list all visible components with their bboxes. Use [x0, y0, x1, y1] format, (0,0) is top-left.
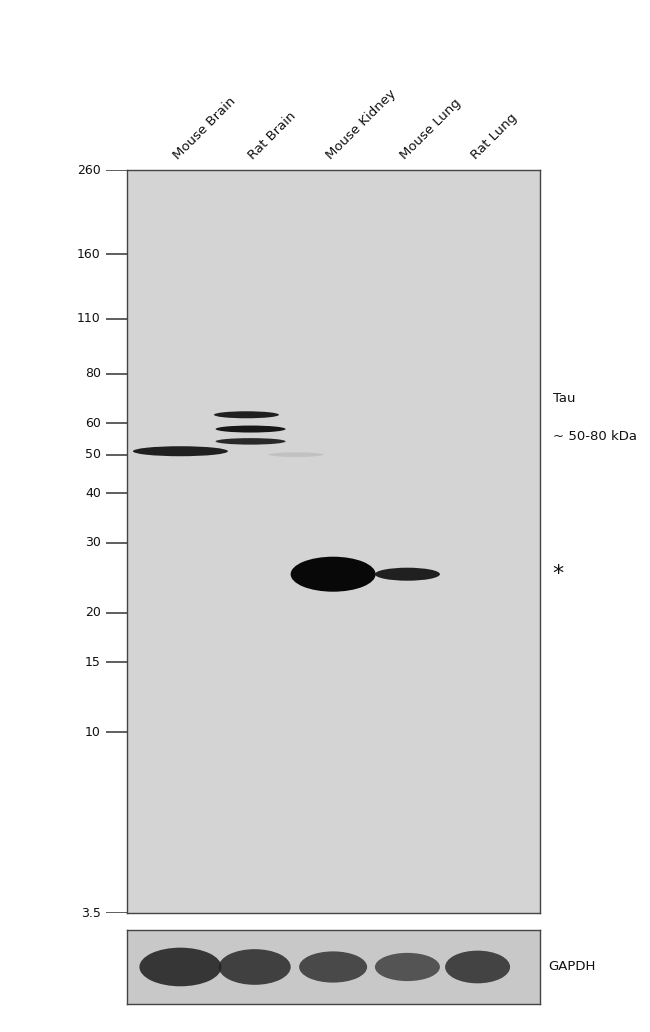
Ellipse shape — [268, 452, 324, 457]
Text: 15: 15 — [85, 655, 101, 669]
Text: Mouse Kidney: Mouse Kidney — [324, 87, 399, 162]
Text: Mouse Brain: Mouse Brain — [171, 94, 239, 162]
Text: 50: 50 — [85, 448, 101, 461]
Ellipse shape — [133, 446, 228, 456]
Ellipse shape — [299, 952, 367, 982]
Text: Rat Lung: Rat Lung — [469, 110, 519, 162]
Ellipse shape — [291, 556, 376, 591]
Ellipse shape — [218, 949, 291, 985]
Text: 60: 60 — [85, 417, 101, 429]
Text: 20: 20 — [85, 606, 101, 619]
Text: ~ 50-80 kDa: ~ 50-80 kDa — [552, 429, 637, 443]
Text: 3.5: 3.5 — [81, 907, 101, 920]
Text: Tau: Tau — [552, 392, 575, 406]
Text: 10: 10 — [85, 725, 101, 739]
Text: Rat Brain: Rat Brain — [246, 109, 298, 162]
Text: 80: 80 — [85, 367, 101, 380]
Text: 40: 40 — [85, 487, 101, 499]
Text: *: * — [552, 565, 564, 584]
Text: 260: 260 — [77, 164, 101, 176]
Ellipse shape — [214, 412, 279, 418]
Ellipse shape — [216, 425, 285, 432]
Ellipse shape — [375, 953, 440, 981]
Ellipse shape — [375, 568, 440, 581]
Ellipse shape — [139, 947, 222, 987]
Text: 110: 110 — [77, 312, 101, 325]
Ellipse shape — [216, 439, 285, 445]
Text: 30: 30 — [85, 537, 101, 549]
Text: GAPDH: GAPDH — [549, 961, 595, 973]
Ellipse shape — [445, 950, 510, 983]
Text: 160: 160 — [77, 248, 101, 260]
Text: Mouse Lung: Mouse Lung — [398, 96, 464, 162]
